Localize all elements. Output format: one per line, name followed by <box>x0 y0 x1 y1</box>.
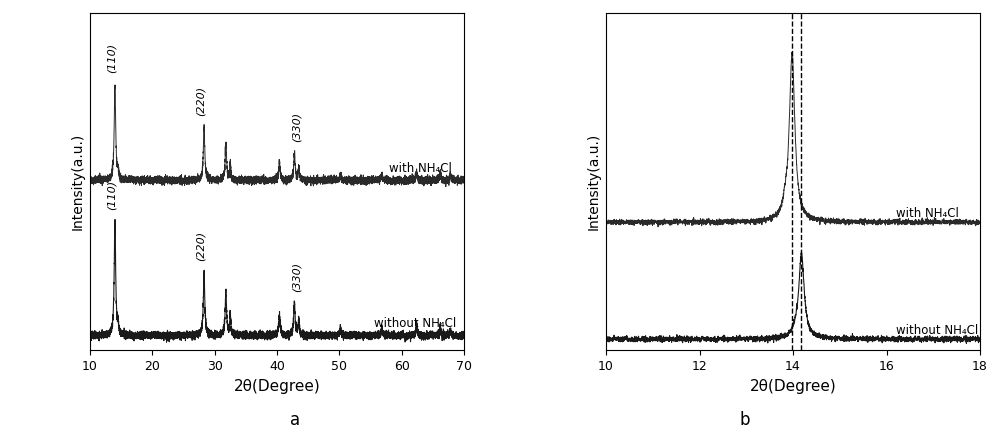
Text: with NH₄Cl: with NH₄Cl <box>389 162 452 175</box>
X-axis label: 2θ(Degree): 2θ(Degree) <box>750 379 836 394</box>
Text: (220): (220) <box>196 231 206 261</box>
Y-axis label: Intensity(a.u.): Intensity(a.u.) <box>586 133 600 230</box>
Text: (110): (110) <box>107 180 117 210</box>
Text: (220): (220) <box>196 86 206 116</box>
Text: b: b <box>740 411 750 430</box>
Text: with NH₄Cl: with NH₄Cl <box>896 207 959 220</box>
X-axis label: 2θ(Degree): 2θ(Degree) <box>234 379 320 394</box>
Y-axis label: Intensity(a.u.): Intensity(a.u.) <box>70 133 84 230</box>
Text: (330): (330) <box>291 261 301 292</box>
Text: without NH₄Cl: without NH₄Cl <box>896 324 978 337</box>
Text: (330): (330) <box>291 112 301 141</box>
Text: (110): (110) <box>107 43 117 73</box>
Text: without NH₄Cl: without NH₄Cl <box>374 317 456 330</box>
Text: a: a <box>290 411 300 430</box>
